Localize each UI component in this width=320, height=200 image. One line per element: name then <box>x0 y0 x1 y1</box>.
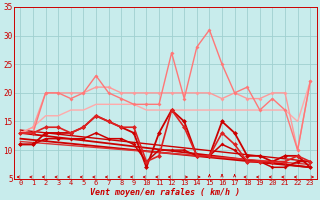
X-axis label: Vent moyen/en rafales ( km/h ): Vent moyen/en rafales ( km/h ) <box>90 188 240 197</box>
